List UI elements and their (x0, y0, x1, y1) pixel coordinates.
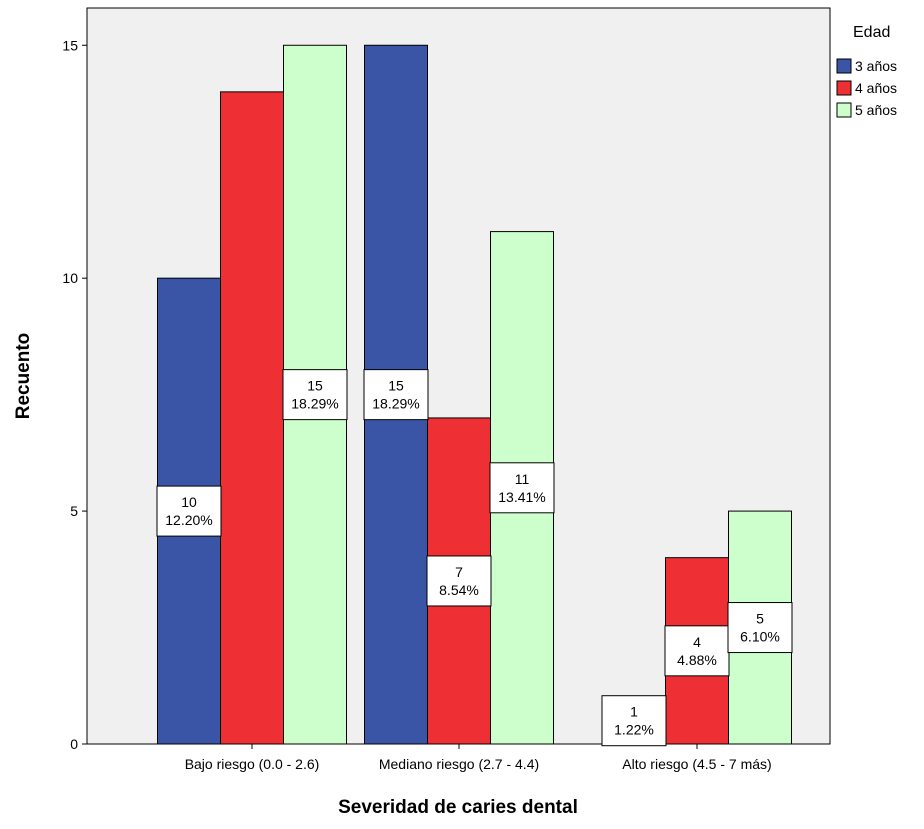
legend-swatch-4-anos (836, 80, 852, 96)
y-tick-label: 5 (70, 503, 78, 519)
data-label-box (664, 625, 730, 677)
data-label-count: 1 (630, 704, 638, 720)
data-label-box (282, 369, 348, 421)
data-label-percent: 12.20% (165, 512, 212, 528)
data-label-count: 10 (181, 494, 197, 510)
data-label-4-anos-alto-riesgo-4-5-7-mas: 4 4.88% (664, 625, 730, 677)
legend-label-5-anos: 5 años (855, 102, 897, 118)
data-label-4-anos-mediano-riesgo-2-7-4-4: 7 8.54% (426, 555, 492, 607)
data-label-percent: 8.54% (439, 582, 479, 598)
legend-label-4-anos: 4 años (855, 80, 897, 96)
y-tick-label: 0 (70, 736, 78, 752)
data-label-5-anos-alto-riesgo-4-5-7-mas: 5 6.10% (727, 602, 793, 654)
data-label-box (727, 602, 793, 654)
data-label-3-anos-bajo-riesgo-0-0-2-6: 10 12.20% (156, 485, 222, 537)
x-tick-label-mediano-riesgo-2-7-4-4: Mediano riesgo (2.7 - 4.4) (379, 756, 539, 772)
data-labels-layer: 1012.20%1518.29%1518.29%78.54%1113.41%11… (156, 369, 793, 747)
legend: Edad 3 años 4 años 5 años (836, 24, 897, 118)
data-label-count: 7 (455, 564, 463, 580)
legend-swatch-5-anos (836, 102, 852, 118)
y-axis: 0 5 10 15 (62, 37, 87, 752)
data-label-percent: 4.88% (677, 652, 717, 668)
data-label-box (426, 555, 492, 607)
data-label-percent: 6.10% (740, 629, 780, 645)
data-label-percent: 18.29% (372, 396, 419, 412)
legend-label-3-anos: 3 años (855, 58, 897, 74)
data-label-box (601, 695, 667, 747)
data-label-3-anos-mediano-riesgo-2-7-4-4: 15 18.29% (363, 369, 429, 421)
legend-swatch-3-anos (836, 58, 852, 74)
data-label-count: 15 (307, 378, 323, 394)
data-label-3-anos-alto-riesgo-4-5-7-mas: 1 1.22% (601, 695, 667, 747)
y-tick-label: 10 (62, 270, 78, 286)
legend-title: Edad (853, 24, 890, 41)
data-label-box (156, 485, 222, 537)
data-label-count: 11 (515, 471, 530, 487)
data-label-percent: 13.41% (498, 489, 545, 505)
x-tick-label-bajo-riesgo-0-0-2-6: Bajo riesgo (0.0 - 2.6) (185, 756, 320, 772)
data-label-box (489, 462, 555, 514)
data-label-percent: 18.29% (291, 396, 338, 412)
y-axis-title: Recuento (13, 333, 34, 420)
x-axis-title: Severidad de caries dental (338, 797, 578, 818)
y-tick-label: 15 (62, 37, 78, 53)
data-label-count: 5 (756, 611, 764, 627)
x-tick-label-alto-riesgo-4-5-7-mas: Alto riesgo (4.5 - 7 más) (622, 756, 771, 772)
data-label-5-anos-mediano-riesgo-2-7-4-4: 11 13.41% (489, 462, 555, 514)
bar-4-anos-bajo-riesgo-0-0-2-6 (220, 91, 284, 745)
data-label-5-anos-bajo-riesgo-0-0-2-6: 15 18.29% (282, 369, 348, 421)
data-label-percent: 1.22% (614, 722, 654, 738)
data-label-count: 4 (693, 634, 701, 650)
data-label-box (363, 369, 429, 421)
x-axis: Bajo riesgo (0.0 - 2.6) Mediano riesgo (2… (185, 744, 772, 772)
data-label-count: 15 (388, 378, 404, 394)
